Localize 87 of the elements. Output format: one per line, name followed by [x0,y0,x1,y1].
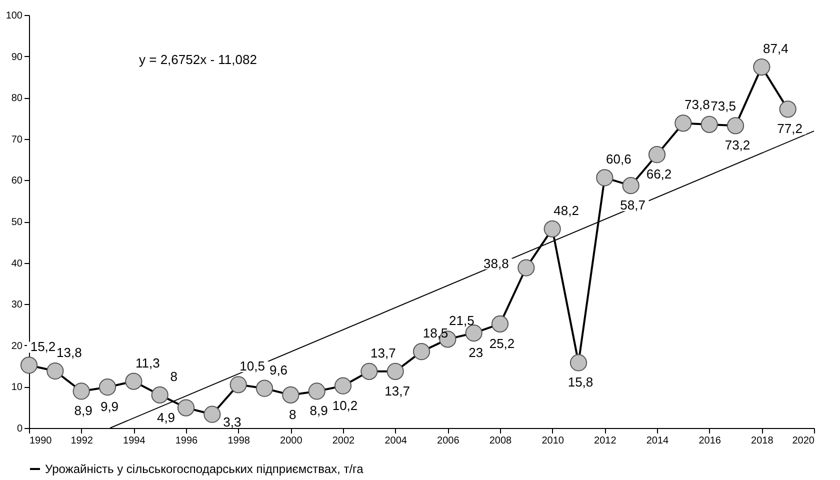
legend-label: Урожайність у сільськогосподарських підприємствах, т/га [45,462,364,476]
point [674,114,692,132]
data-label: 87,4 [763,41,788,56]
x-tick-label: 2016 [698,436,722,446]
point [46,362,64,380]
point [726,117,744,134]
x-tick-label: 1998 [228,436,250,446]
point [570,354,588,372]
point [151,386,168,404]
data-label: 66,2 [646,166,672,182]
x-tick-label: 2020 [792,436,815,446]
point [72,382,90,400]
data-label: 60,6 [606,152,632,167]
point [230,376,247,394]
point [256,380,274,397]
data-label: 15,8 [568,374,594,390]
point [412,343,430,360]
annotation: y = 2,6752x - 11,082 [139,52,257,67]
data-label: 4,9 [156,410,176,425]
data-label: 38,8 [484,256,509,271]
x-tick-label: 2012 [594,436,617,446]
data-label: 77,2 [777,121,802,136]
point [622,177,640,194]
y-tick-label: 90 [11,52,23,63]
x-tick-label: 2000 [280,436,303,446]
point [360,362,378,380]
point [491,315,509,332]
y-tick-label: 50 [11,217,23,228]
y-tick-label: 70 [11,134,23,146]
x-tick-label: 2018 [751,436,774,446]
point [753,58,770,76]
data-label: 18,5 [422,326,448,341]
x-tick-label: 2008 [489,436,512,446]
point [204,406,221,423]
point [308,382,326,400]
data-label: 8,9 [74,403,92,418]
x-tick-label: 2010 [542,436,564,446]
x-tick-label: 1994 [123,436,146,446]
y-tick-label: 80 [11,93,23,104]
point [648,146,666,164]
y-tick-label: 60 [11,176,23,187]
x-tick-label: 2004 [384,436,408,446]
data-label: 73,5 [710,98,736,114]
data-label: 48,2 [554,202,579,218]
data-label: 13,7 [384,383,410,398]
data-label: 15,2 [30,339,56,354]
y-tick-label: 0 [16,424,23,434]
x-tick-label: 1992 [70,436,94,446]
point [700,116,718,133]
data-label: 3,3 [223,414,242,430]
y-tick-label: 20 [11,340,23,352]
data-label: 8,9 [310,403,328,418]
point [98,378,116,396]
x-tick-label: 1990 [30,436,52,446]
data-label: 13,7 [370,345,396,360]
y-tick-label: 100 [6,10,23,22]
x-tick-label: 2014 [646,436,670,446]
point [544,220,561,238]
y-tick-label: 30 [11,300,23,311]
y-tick-label: 40 [11,258,23,270]
data-label: 8 [170,368,178,384]
data-label: 9,9 [100,399,119,414]
data-label: 73,2 [724,138,750,153]
point [779,100,796,118]
data-label: 25,2 [489,336,515,351]
data-label: 8 [289,406,296,422]
x-tick-label: 1996 [175,436,198,446]
data-label: 23 [468,345,484,360]
point [596,169,614,186]
point [282,386,300,404]
point [125,372,142,390]
data-label: 21,5 [449,313,474,328]
point [386,362,404,380]
y-tick-label: 10 [11,382,23,394]
point [20,356,38,374]
data-label: 11,3 [135,355,160,370]
point [518,259,535,276]
point [334,377,352,394]
point [177,399,195,416]
data-label: 9,6 [269,362,288,378]
data-label: 58,7 [620,198,646,213]
data-label: 73,8 [684,97,710,112]
data-label: 10,5 [240,358,265,374]
x-tick-label: 2002 [332,436,356,446]
x-tick-label: 2006 [437,436,460,446]
data-label: 13,8 [56,345,82,360]
data-label: 10,2 [332,398,358,413]
